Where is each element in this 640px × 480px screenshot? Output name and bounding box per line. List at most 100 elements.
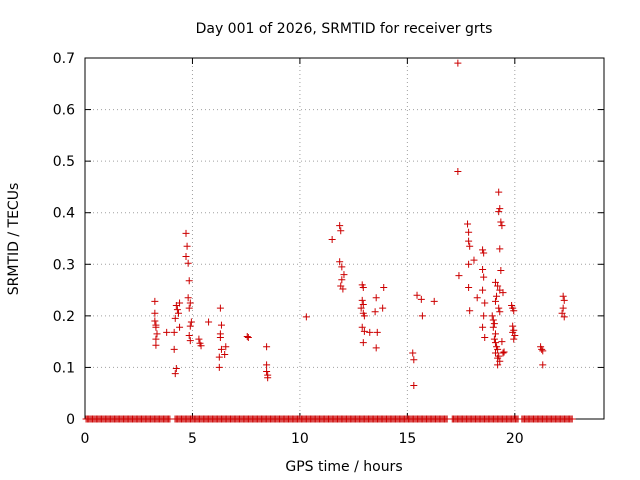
data-point — [465, 228, 473, 236]
data-point — [358, 323, 366, 331]
data-point — [358, 296, 366, 304]
data-point — [337, 227, 345, 235]
data-point — [185, 304, 193, 312]
data-point — [195, 335, 203, 343]
data-point — [480, 312, 488, 320]
data-point — [496, 245, 504, 253]
data-point — [359, 301, 367, 309]
data-point — [151, 297, 159, 305]
data-point — [465, 260, 473, 268]
data-point — [430, 297, 438, 305]
data-point — [511, 331, 519, 339]
data-point — [479, 286, 487, 294]
data-point — [379, 304, 387, 312]
data-point — [500, 348, 508, 356]
data-point — [215, 353, 223, 361]
data-point — [488, 312, 496, 320]
data-point — [498, 222, 506, 230]
data-point — [372, 344, 380, 352]
data-point — [559, 304, 567, 312]
data-point — [171, 314, 179, 322]
baseline-series — [82, 415, 576, 423]
data-point — [186, 322, 194, 330]
data-point — [481, 334, 489, 342]
data-point — [171, 370, 179, 378]
data-point — [217, 345, 225, 353]
data-point — [216, 334, 224, 342]
data-point — [182, 253, 190, 261]
data-point — [560, 313, 568, 321]
data-point — [182, 229, 190, 237]
data-point — [480, 273, 488, 281]
data-point — [496, 357, 504, 365]
data-point — [491, 330, 499, 338]
x-axis-label: GPS time / hours — [285, 459, 402, 475]
data-point — [479, 323, 487, 331]
data-point — [496, 205, 504, 213]
data-point — [493, 292, 501, 300]
data-point — [489, 316, 497, 324]
data-point — [371, 308, 379, 316]
data-point — [510, 307, 518, 315]
data-point — [454, 59, 462, 67]
data-point — [480, 249, 488, 257]
data-point — [373, 328, 381, 336]
data-point — [215, 363, 223, 371]
data-point — [465, 283, 473, 291]
data-point — [413, 291, 421, 299]
data-point — [151, 309, 159, 317]
data-point — [217, 321, 225, 329]
data-point — [183, 242, 191, 250]
data-point — [174, 309, 182, 317]
data-point — [498, 338, 506, 346]
data-point — [264, 374, 272, 382]
data-point — [263, 343, 271, 351]
data-point — [222, 343, 230, 351]
y-tick-label: 0.5 — [53, 154, 75, 170]
data-point — [302, 313, 310, 321]
data-point — [336, 258, 344, 266]
data-point — [152, 335, 160, 343]
chart-title: Day 001 of 2026, SRMTID for receiver grt… — [196, 21, 493, 37]
data-point — [263, 368, 271, 376]
data-point — [497, 218, 505, 226]
data-point — [170, 345, 178, 353]
x-tick-label: 0 — [81, 431, 90, 447]
data-point — [184, 294, 192, 302]
data-point — [558, 309, 566, 317]
data-point — [184, 259, 192, 267]
data-point — [499, 349, 507, 357]
data-point — [455, 272, 463, 280]
y-tick-label: 0.1 — [53, 360, 75, 376]
grid-lines — [85, 58, 604, 419]
data-point — [479, 265, 487, 273]
data-point — [366, 328, 374, 336]
data-point — [494, 361, 502, 369]
data-point — [490, 335, 498, 343]
data-point — [559, 292, 567, 300]
data-point — [216, 304, 224, 312]
data-point — [338, 263, 346, 271]
data-point — [338, 276, 346, 284]
data-point — [490, 320, 498, 328]
data-point — [263, 361, 271, 369]
y-tick-label: 0.4 — [53, 206, 75, 222]
data-point — [418, 312, 426, 320]
data-point — [336, 222, 344, 230]
data-point — [360, 327, 368, 335]
tick-marks — [84, 57, 604, 420]
data-point — [243, 332, 251, 340]
data-point — [495, 208, 503, 216]
data-point — [479, 246, 487, 254]
data-point — [481, 299, 489, 307]
baseline-point — [568, 415, 576, 423]
data-point — [152, 341, 160, 349]
data-point — [491, 349, 499, 357]
data-point — [244, 334, 252, 342]
data-point — [359, 283, 367, 291]
data-point — [495, 304, 503, 312]
y-axis-label: SRMTID / TECUs — [6, 183, 22, 296]
data-point — [197, 342, 205, 350]
data-point — [357, 304, 365, 312]
